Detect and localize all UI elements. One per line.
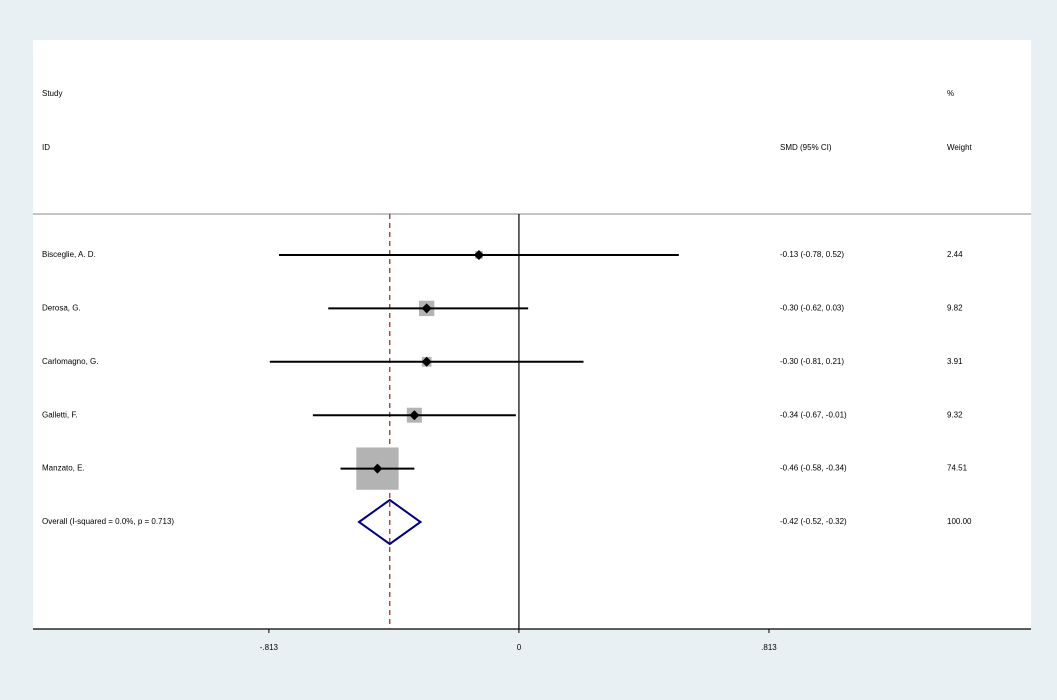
point-estimate	[421, 303, 432, 314]
plot-panel	[33, 40, 1031, 629]
header-weight: Weight	[947, 143, 973, 152]
ci-label: -0.46 (-0.58, -0.34)	[780, 464, 847, 473]
weight-label: 74.51	[947, 464, 968, 473]
weight-label: 9.32	[947, 410, 963, 419]
ci-label: -0.34 (-0.67, -0.01)	[780, 410, 847, 419]
overall-ci-label: -0.42 (-0.52, -0.32)	[780, 517, 847, 526]
point-estimate	[409, 410, 420, 421]
weight-label: 3.91	[947, 357, 963, 366]
ci-label: -0.13 (-0.78, 0.52)	[780, 250, 844, 259]
study-label: Galletti, F.	[42, 410, 78, 419]
ci-label: -0.30 (-0.62, 0.03)	[780, 304, 844, 313]
overall-label: Overall (I-squared = 0.0%, p = 0.713)	[42, 517, 174, 526]
study-label: Carlomagno, G.	[42, 357, 98, 366]
point-estimate	[473, 250, 484, 260]
ci-label: -0.30 (-0.81, 0.21)	[780, 357, 844, 366]
overall-diamond	[357, 498, 423, 546]
header-id: ID	[42, 143, 50, 152]
header-effect: SMD (95% CI)	[780, 143, 832, 152]
study-label: Bisceglie, A. D.	[42, 250, 96, 259]
overall-weight-label: 100.00	[947, 517, 972, 526]
study-label: Manzato, E.	[42, 464, 85, 473]
x-tick-label: 0	[517, 643, 522, 652]
study-label: Derosa, G.	[42, 304, 81, 313]
x-tick-label: -.813	[260, 643, 279, 652]
weight-label: 2.44	[947, 250, 963, 259]
point-estimate	[372, 463, 383, 474]
x-tick-label: .813	[761, 643, 777, 652]
weight-label: 9.82	[947, 304, 963, 313]
header-study: Study	[42, 89, 62, 98]
point-estimate	[421, 356, 432, 367]
header-percent: %	[947, 89, 954, 98]
